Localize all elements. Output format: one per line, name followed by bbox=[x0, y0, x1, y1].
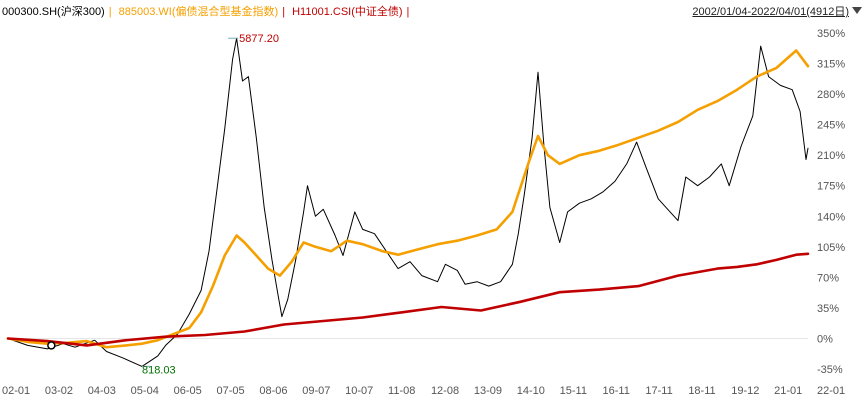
legend-item-bond-mixed-fund-index[interactable]: 885003.WI(偏债混合型基金指数) bbox=[118, 6, 279, 18]
x-tick-label: 08-06 bbox=[259, 385, 287, 397]
y-tick-label: 0% bbox=[817, 333, 833, 345]
x-tick-label: 03-02 bbox=[45, 385, 73, 397]
y-tick-label: 35% bbox=[817, 303, 839, 315]
x-tick-label: 02-01 bbox=[2, 385, 30, 397]
x-tick-label: 19-12 bbox=[731, 385, 759, 397]
max-value-label: 5877.20 bbox=[239, 33, 279, 45]
x-tick-label: 14-10 bbox=[517, 385, 545, 397]
date-range-label: 2002/01/04-2022/04/01(4912日) bbox=[692, 6, 849, 18]
x-tick-label: 13-09 bbox=[474, 385, 502, 397]
x-tick-label: 17-11 bbox=[645, 385, 672, 397]
x-tick-label: 06-05 bbox=[174, 385, 202, 397]
date-range-selector[interactable]: 2002/01/04-2022/04/01(4912日) bbox=[692, 3, 862, 19]
x-tick-label: 04-03 bbox=[88, 385, 116, 397]
x-tick-label: 05-04 bbox=[131, 385, 159, 397]
x-tick-label: 22-01 bbox=[817, 385, 845, 397]
x-tick-label: 11-08 bbox=[388, 385, 415, 397]
min-value-label: 818.03 bbox=[142, 364, 176, 376]
y-tick-label: 315% bbox=[817, 59, 845, 71]
x-tick-label: 12-08 bbox=[431, 385, 459, 397]
y-tick-label: 350% bbox=[817, 28, 845, 40]
legend: 000300.SH(沪深300) | 885003.WI(偏债混合型基金指数) | … bbox=[2, 6, 410, 18]
y-tick-label: -35% bbox=[817, 364, 843, 376]
x-tick-label: 09-07 bbox=[302, 385, 330, 397]
series-line-2 bbox=[6, 252, 810, 347]
x-tick-label: 21-01 bbox=[774, 385, 802, 397]
x-tick-label: 10-07 bbox=[345, 385, 373, 397]
series-line-0 bbox=[7, 37, 809, 367]
legend-item-hs300[interactable]: 000300.SH(沪深300) bbox=[2, 6, 105, 18]
y-tick-label: 175% bbox=[817, 181, 845, 193]
y-tick-label: 140% bbox=[817, 211, 845, 223]
y-tick-label: 280% bbox=[817, 89, 845, 101]
x-tick-label: 07-05 bbox=[216, 385, 244, 397]
x-tick-label: 16-11 bbox=[603, 385, 630, 397]
y-tick-label: 210% bbox=[817, 150, 845, 162]
y-tick-label: 245% bbox=[817, 120, 845, 132]
dropdown-arrow-icon[interactable] bbox=[852, 7, 862, 14]
x-tick-label: 18-11 bbox=[688, 385, 715, 397]
x-tick-label: 15-11 bbox=[560, 385, 587, 397]
y-tick-label: 70% bbox=[817, 272, 839, 284]
y-tick-label: 105% bbox=[817, 242, 845, 254]
start-marker bbox=[47, 341, 56, 350]
series-line-1 bbox=[6, 49, 810, 349]
legend-item-csi-all-bond[interactable]: H11001.CSI(中证全债) bbox=[292, 6, 403, 18]
